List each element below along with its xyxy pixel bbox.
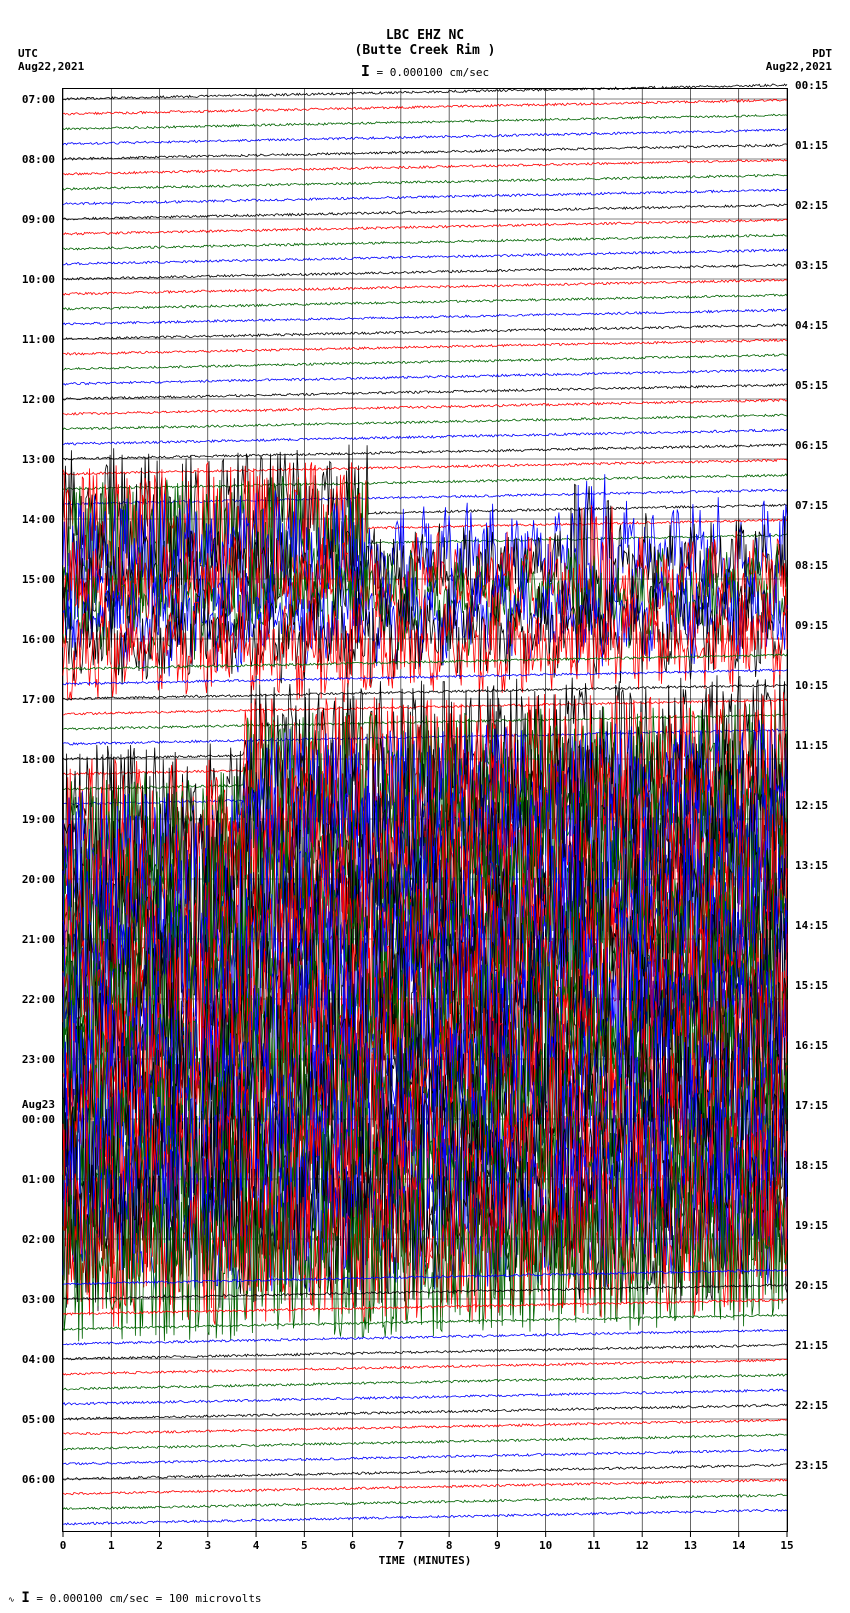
x-axis-label: TIME (MINUTES) bbox=[0, 1554, 850, 1567]
svg-text:6: 6 bbox=[349, 1539, 356, 1552]
svg-text:19:15: 19:15 bbox=[795, 1219, 828, 1232]
svg-text:03:00: 03:00 bbox=[22, 1293, 55, 1306]
svg-text:08:00: 08:00 bbox=[22, 153, 55, 166]
svg-text:8: 8 bbox=[446, 1539, 453, 1552]
svg-text:00:00: 00:00 bbox=[22, 1113, 55, 1126]
svg-text:10:00: 10:00 bbox=[22, 273, 55, 286]
svg-text:10:15: 10:15 bbox=[795, 679, 828, 692]
svg-text:14:15: 14:15 bbox=[795, 919, 828, 932]
svg-text:22:15: 22:15 bbox=[795, 1399, 828, 1412]
svg-text:00:15: 00:15 bbox=[795, 79, 828, 92]
svg-text:16:15: 16:15 bbox=[795, 1039, 828, 1052]
svg-text:11:00: 11:00 bbox=[22, 333, 55, 346]
svg-text:13:00: 13:00 bbox=[22, 453, 55, 466]
footer-scale: ∿ I = 0.000100 cm/sec = 100 microvolts bbox=[8, 1590, 262, 1606]
svg-text:04:00: 04:00 bbox=[22, 1353, 55, 1366]
svg-text:19:00: 19:00 bbox=[22, 813, 55, 826]
svg-text:05:15: 05:15 bbox=[795, 379, 828, 392]
svg-text:20:15: 20:15 bbox=[795, 1279, 828, 1292]
svg-text:12:15: 12:15 bbox=[795, 799, 828, 812]
svg-text:4: 4 bbox=[253, 1539, 260, 1552]
svg-text:20:00: 20:00 bbox=[22, 873, 55, 886]
svg-text:9: 9 bbox=[494, 1539, 501, 1552]
svg-text:23:15: 23:15 bbox=[795, 1459, 828, 1472]
svg-text:7: 7 bbox=[398, 1539, 405, 1552]
helicorder-svg: 012345678910111213141507:0008:0009:0010:… bbox=[63, 89, 787, 1531]
svg-text:10: 10 bbox=[539, 1539, 552, 1552]
svg-text:15:15: 15:15 bbox=[795, 979, 828, 992]
svg-text:03:15: 03:15 bbox=[795, 259, 828, 272]
svg-text:14: 14 bbox=[732, 1539, 746, 1552]
svg-text:23:00: 23:00 bbox=[22, 1053, 55, 1066]
station-subtitle: (Butte Creek Rim ) bbox=[0, 43, 850, 58]
timezone-left: UTC bbox=[18, 47, 38, 60]
svg-text:17:00: 17:00 bbox=[22, 693, 55, 706]
svg-text:14:00: 14:00 bbox=[22, 513, 55, 526]
svg-text:18:15: 18:15 bbox=[795, 1159, 828, 1172]
svg-text:2: 2 bbox=[156, 1539, 163, 1552]
svg-text:02:00: 02:00 bbox=[22, 1233, 55, 1246]
svg-text:18:00: 18:00 bbox=[22, 753, 55, 766]
svg-text:15: 15 bbox=[780, 1539, 793, 1552]
scale-legend: I = 0.000100 cm/sec bbox=[361, 62, 489, 80]
svg-text:0: 0 bbox=[60, 1539, 67, 1552]
svg-text:02:15: 02:15 bbox=[795, 199, 828, 212]
svg-text:17:15: 17:15 bbox=[795, 1099, 828, 1112]
svg-text:3: 3 bbox=[204, 1539, 211, 1552]
svg-text:16:00: 16:00 bbox=[22, 633, 55, 646]
svg-text:13:15: 13:15 bbox=[795, 859, 828, 872]
timezone-right: PDT bbox=[812, 47, 832, 60]
date-right: Aug22,2021 bbox=[766, 60, 832, 73]
svg-text:01:15: 01:15 bbox=[795, 139, 828, 152]
svg-text:1: 1 bbox=[108, 1539, 115, 1552]
svg-text:11: 11 bbox=[587, 1539, 601, 1552]
helicorder-plot: 012345678910111213141507:0008:0009:0010:… bbox=[62, 88, 788, 1532]
svg-text:07:15: 07:15 bbox=[795, 499, 828, 512]
svg-text:12: 12 bbox=[636, 1539, 649, 1552]
svg-text:21:00: 21:00 bbox=[22, 933, 55, 946]
svg-text:06:00: 06:00 bbox=[22, 1473, 55, 1486]
station-title: LBC EHZ NC bbox=[0, 28, 850, 43]
svg-text:21:15: 21:15 bbox=[795, 1339, 828, 1352]
svg-text:5: 5 bbox=[301, 1539, 308, 1552]
svg-text:13: 13 bbox=[684, 1539, 697, 1552]
svg-text:22:00: 22:00 bbox=[22, 993, 55, 1006]
svg-text:08:15: 08:15 bbox=[795, 559, 828, 572]
svg-text:12:00: 12:00 bbox=[22, 393, 55, 406]
svg-text:15:00: 15:00 bbox=[22, 573, 55, 586]
svg-text:09:15: 09:15 bbox=[795, 619, 828, 632]
svg-text:04:15: 04:15 bbox=[795, 319, 828, 332]
svg-text:01:00: 01:00 bbox=[22, 1173, 55, 1186]
svg-text:06:15: 06:15 bbox=[795, 439, 828, 452]
date-left: Aug22,2021 bbox=[18, 60, 84, 73]
svg-text:07:00: 07:00 bbox=[22, 93, 55, 106]
svg-text:05:00: 05:00 bbox=[22, 1413, 55, 1426]
svg-text:Aug23: Aug23 bbox=[22, 1098, 55, 1111]
svg-text:09:00: 09:00 bbox=[22, 213, 55, 226]
svg-text:11:15: 11:15 bbox=[795, 739, 828, 752]
